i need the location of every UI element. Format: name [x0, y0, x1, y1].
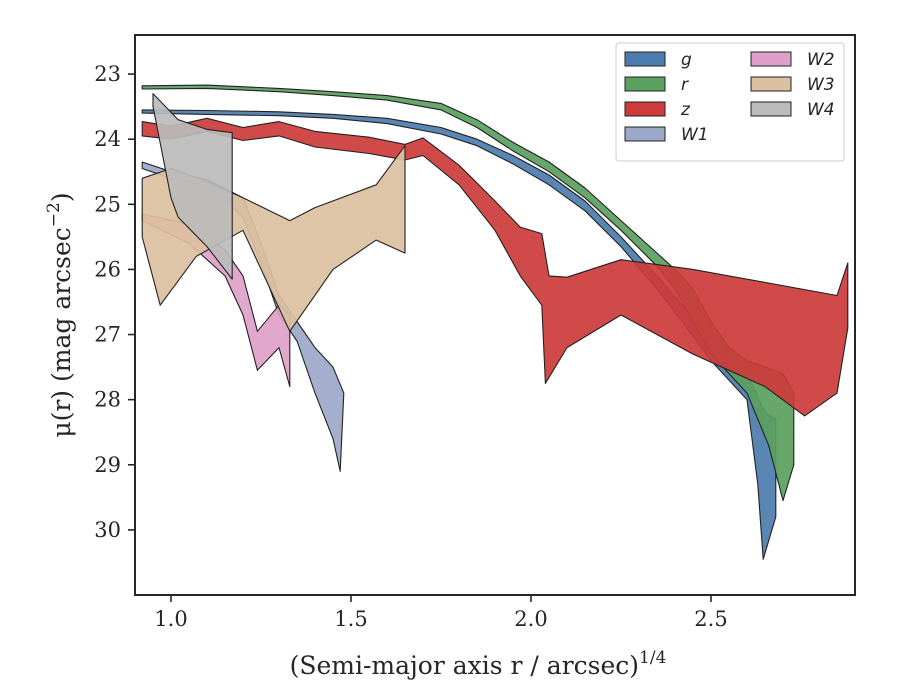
legend-frame	[615, 42, 845, 162]
legend-label-r: r	[681, 75, 689, 95]
y-tick-label: 27	[94, 323, 121, 347]
x-axis-label: (Semi-major axis r / arcsec)1/4	[290, 648, 667, 680]
y-axis-label-exponent: −2	[44, 202, 64, 227]
y-axis-label: μ(r) (mag arcsec−2)	[44, 192, 76, 437]
legend-label-g: g	[681, 50, 692, 70]
y-tick-label: 28	[94, 388, 121, 412]
legend-swatch-w2	[750, 51, 792, 67]
x-tick-label: 1.0	[154, 607, 187, 631]
legend: grz W1 W2 W3 W4	[615, 42, 845, 162]
y-tick-label: 29	[94, 453, 121, 477]
y-tick-label: 30	[94, 518, 121, 542]
y-tick-label: 25	[94, 192, 121, 216]
legend-swatch-r	[624, 76, 666, 92]
x-tick-label: 2.0	[514, 607, 547, 631]
band-r	[141, 84, 795, 502]
x-axis-label-main: (Semi-major axis r / arcsec)	[290, 651, 639, 680]
y-axis-label-main: μ(r) (mag arcsec	[47, 227, 76, 437]
plot-frame	[134, 34, 856, 596]
legend-swatch-z	[624, 101, 666, 117]
legend-swatch-w1	[624, 126, 666, 142]
x-axis-label-exponent: 1/4	[639, 648, 666, 668]
legend-label-w2: W2	[807, 50, 835, 70]
legend-label-z: z	[680, 100, 691, 120]
legend-label-w4: W4	[807, 100, 835, 120]
x-axis-ticks: 1.0 1.5 2.0 2.5	[154, 595, 728, 631]
y-axis-ticks: 23 24 25 26 27 28 29 30	[94, 62, 135, 542]
band-w4	[152, 93, 233, 280]
y-tick-label: 26	[94, 257, 121, 281]
band-g	[141, 109, 777, 560]
band-z	[141, 117, 849, 417]
y-tick-label: 23	[94, 62, 121, 86]
legend-swatch-w4	[750, 101, 792, 117]
series-bands	[141, 84, 849, 560]
x-tick-label: 1.5	[334, 607, 367, 631]
y-tick-label: 24	[94, 127, 121, 151]
x-tick-label: 2.5	[694, 607, 727, 631]
legend-swatch-w3	[750, 76, 792, 92]
y-axis-label-close: )	[47, 192, 76, 202]
legend-label-w3: W3	[807, 75, 835, 95]
legend-swatch-g	[624, 51, 666, 67]
legend-label-w1: W1	[681, 125, 709, 145]
